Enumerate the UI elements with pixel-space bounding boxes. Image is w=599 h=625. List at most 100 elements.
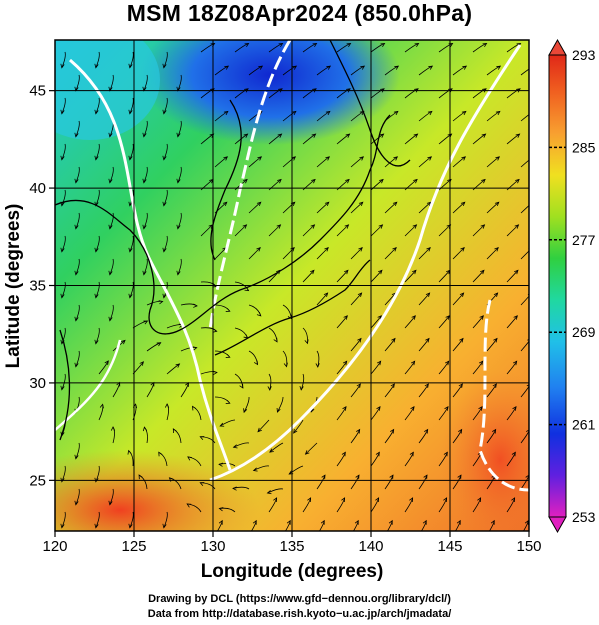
streamline-arrowhead (128, 109, 133, 115)
streamline-arrowhead (225, 353, 231, 358)
streamline-arrowhead (252, 519, 257, 525)
credit-drawing: Drawing by DCL (https://www.gfd−dennou.o… (148, 593, 451, 605)
streamline-arrowhead (74, 454, 79, 460)
streamline-arrowhead (375, 497, 380, 502)
streamline-arrowhead (177, 547, 180, 551)
streamline-arrowhead (142, 426, 148, 432)
streamline-arrowhead (376, 360, 382, 366)
streamline-arrowhead (357, 292, 363, 297)
streamline-arrowhead (356, 428, 361, 434)
streamline-arrowhead (273, 497, 278, 502)
streamline-arrowhead (243, 133, 249, 138)
streamline (61, 97, 66, 114)
streamline-arrowhead (425, 292, 431, 297)
streamline-arrowhead (273, 337, 278, 343)
streamline-arrowhead (176, 178, 181, 184)
streamline-arrowhead (481, 133, 487, 138)
streamline-arrowhead (325, 156, 331, 161)
streamline-arrowhead (496, 65, 502, 70)
streamline-arrowhead (162, 201, 167, 207)
streamline-arrowhead (462, 65, 468, 70)
streamline (95, 189, 100, 206)
streamline-arrowhead (457, 474, 462, 480)
streamline-arrowhead (492, 383, 497, 389)
streamline (76, 535, 80, 551)
streamline (75, 212, 80, 229)
streamline-arrowhead (342, 360, 348, 366)
streamline-arrowhead (515, 178, 520, 184)
lon-tick-label: 125 (121, 538, 146, 555)
streamline-arrowhead (378, 224, 384, 229)
streamline (95, 97, 100, 114)
streamline (269, 442, 284, 453)
isotherm-contour (209, 44, 522, 482)
streamline-arrowhead (225, 307, 231, 312)
streamline (109, 304, 114, 321)
streamline-arrowhead (158, 300, 164, 305)
streamline-arrowhead (495, 110, 501, 116)
streamline-arrowhead (424, 383, 429, 389)
streamline-arrowhead (514, 224, 520, 229)
lat-lon-grid (55, 40, 529, 531)
x-axis-label: Longitude (degrees) (201, 561, 384, 582)
streamline-arrowhead (286, 519, 291, 525)
streamline-arrowhead (158, 451, 163, 457)
streamline-arrowhead (108, 178, 113, 184)
streamline (129, 511, 134, 528)
streamline-arrowhead (413, 133, 419, 138)
streamline-arrowhead (357, 337, 362, 343)
streamline-arrowhead (311, 178, 316, 184)
streamline (257, 419, 270, 432)
streamline-arrowhead (277, 178, 282, 184)
streamline-arrowhead (243, 408, 248, 414)
streamline-arrowhead (426, 201, 432, 207)
streamline-arrowhead (257, 156, 263, 161)
streamline-arrowhead (256, 201, 262, 207)
streamline-arrowhead (459, 337, 464, 343)
streamline-arrowhead (212, 328, 218, 333)
streamline-arrowhead (345, 133, 351, 138)
colorbar: 293 285 277 269 261 253 (548, 38, 596, 534)
wind-streamlines (60, 42, 529, 551)
streamline-arrowhead (291, 110, 297, 116)
streamline (267, 488, 284, 494)
streamline-arrowhead (74, 178, 79, 184)
streamline (243, 396, 250, 413)
streamline (61, 143, 66, 160)
streamline-arrowhead (162, 63, 167, 69)
streamline-arrowhead (142, 178, 147, 184)
streamline-arrowhead (412, 224, 418, 229)
streamline-arrowhead (380, 42, 386, 48)
streamline-arrowhead (425, 337, 430, 343)
streamline (277, 396, 284, 413)
streamline-arrowhead (162, 155, 167, 161)
streamline-arrowhead (222, 201, 228, 207)
streamline-arrowhead (256, 311, 262, 317)
streamline-arrowhead (312, 42, 318, 48)
lon-tick-label: 130 (200, 538, 225, 555)
streamline (129, 143, 134, 160)
streamline-arrowhead (325, 110, 331, 116)
streamline-arrowhead (276, 269, 281, 275)
streamline-arrowhead (355, 474, 360, 480)
colorbar-tick-label: 269 (572, 324, 596, 340)
streamline (95, 235, 100, 252)
streamline-arrowhead (514, 269, 519, 275)
streamline-arrowhead (258, 65, 264, 70)
isotherm-contour (478, 299, 529, 492)
streamline-arrowhead (458, 383, 463, 389)
streamline-arrowhead (128, 247, 133, 253)
streamline-arrowhead (388, 519, 393, 525)
streamline (75, 166, 80, 183)
streamline-arrowhead (511, 451, 516, 457)
streamline-arrowhead (461, 156, 467, 161)
streamline-arrowhead (292, 65, 298, 70)
streamline (163, 97, 168, 114)
streamline-arrowhead (354, 519, 359, 525)
streamline-arrowhead (411, 315, 416, 320)
streamline-arrowhead (422, 519, 427, 525)
streamline-arrowhead (267, 386, 272, 391)
streamline-arrowhead (60, 293, 65, 299)
streamline (129, 51, 134, 68)
streamline (109, 212, 114, 229)
